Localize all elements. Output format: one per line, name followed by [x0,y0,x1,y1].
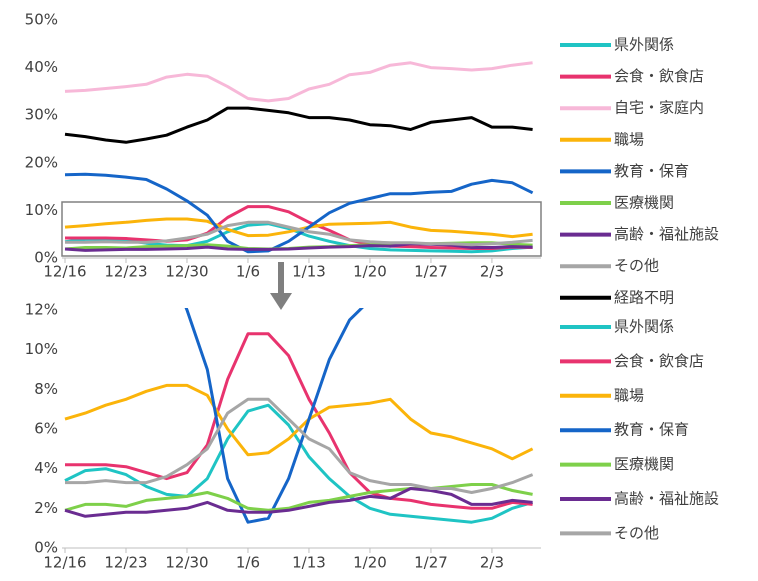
zoom-arrow-head [270,293,292,310]
legend-label: 高齢・福祉施設 [614,225,719,243]
x-tick-label: 1/6 [236,263,260,281]
legend-label: 教育・保育 [614,421,689,439]
y-tick-label: 6% [34,420,58,438]
series-line [64,403,534,524]
x-tick-label: 12/23 [104,554,147,572]
legend-label: 会食・飲食店 [614,352,704,370]
y-tick-label: 20% [25,153,58,171]
y-tick-label: 30% [25,106,58,124]
plot-lines [64,61,534,254]
y-tick-label: 8% [34,380,58,398]
x-tick-label: 12/30 [165,263,208,281]
legend-label: 医療機関 [614,455,674,473]
y-tick-label: 40% [25,58,58,76]
legend-label: 医療機関 [614,194,674,212]
x-tick-label: 12/16 [43,554,86,572]
y-tick-label: 0% [34,539,58,557]
legend-label: その他 [614,524,659,542]
y-tick-label: 10% [25,201,58,219]
series-line [65,220,533,247]
legend-label: 県外関係 [614,318,674,336]
x-tick-label: 1/13 [292,554,326,572]
series-line [64,242,533,252]
series-line [65,397,534,494]
legend-label: 県外関係 [614,36,674,54]
x-tick-label: 1/13 [292,263,326,281]
x-tick-label: 12/23 [104,263,147,281]
y-tick-label: 4% [34,459,58,477]
plot-lines [64,308,534,524]
zoom-box [61,201,542,257]
series-line [64,106,533,144]
y-tick-label: 12% [25,301,58,319]
series-line [64,487,533,518]
series-line [184,308,364,524]
series-line [65,205,533,250]
legend-label: 自宅・家庭内 [614,99,704,117]
legend-label: 経路不明 [614,288,674,306]
x-tick-label: 12/16 [43,263,86,281]
series-line [65,332,533,510]
legend-label: 教育・保育 [614,162,689,180]
legend-label: 会食・飲食店 [614,67,704,85]
x-tick-label: 12/30 [165,554,208,572]
y-tick-label: 10% [25,340,58,358]
series-line [64,61,533,103]
legend-label: 職場 [614,386,644,404]
y-tick-label: 2% [34,499,58,517]
legend-label: その他 [614,257,659,275]
x-tick-label: 2/3 [480,554,504,572]
x-tick-label: 1/27 [414,554,448,572]
x-tick-label: 1/6 [236,554,260,572]
x-tick-label: 2/3 [480,263,504,281]
x-tick-label: 1/20 [353,554,387,572]
legend-label: 職場 [614,130,644,148]
legend-label: 高齢・福祉施設 [614,490,719,508]
y-tick-label: 0% [34,249,58,267]
series-line [64,172,534,254]
y-tick-label: 50% [25,11,58,29]
series-line [64,483,533,512]
x-tick-label: 1/27 [414,263,448,281]
x-tick-label: 1/20 [353,263,387,281]
